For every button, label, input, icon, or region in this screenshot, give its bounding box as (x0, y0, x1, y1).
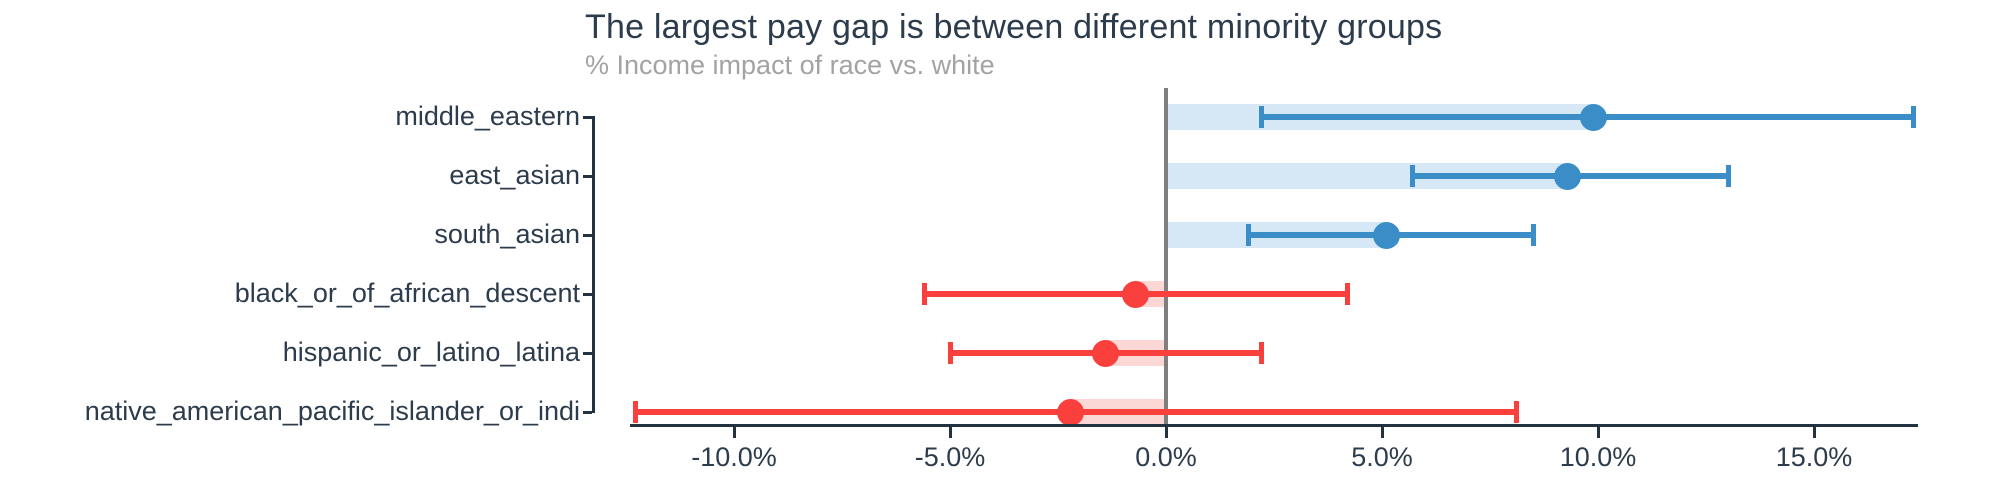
error-bar-cap-high (1259, 342, 1265, 364)
error-bar-cap-high (1725, 165, 1731, 187)
x-axis-tick (1813, 427, 1816, 438)
chart-title: The largest pay gap is between different… (585, 8, 1443, 46)
category-label: black_or_of_african_descent (234, 278, 580, 308)
x-axis-tick (733, 427, 736, 438)
error-bar-cap-low (922, 283, 928, 305)
error-bar-cap-low (948, 342, 953, 364)
error-bar-cap-low (632, 401, 638, 423)
x-tick-label: 10.0% (1559, 442, 1637, 472)
y-axis-tick (583, 116, 592, 119)
error-bar-cap-high (1513, 401, 1519, 423)
zero-reference-line (1164, 88, 1168, 425)
x-tick-label: -5.0% (914, 442, 986, 472)
x-axis-tick (1165, 427, 1168, 438)
x-tick-label: 0.0% (1135, 442, 1197, 472)
error-bar-cap-high (1531, 224, 1537, 246)
category-label: east_asian (449, 160, 580, 190)
x-tick-label: 15.0% (1775, 442, 1853, 472)
estimate-dot (1057, 398, 1085, 426)
chart-subtitle: % Income impact of race vs. white (585, 50, 995, 80)
y-axis-tick (583, 352, 592, 355)
y-axis-tick (583, 234, 592, 237)
x-axis-tick (1381, 427, 1384, 438)
y-axis-tick (583, 293, 592, 296)
y-axis-spine (592, 116, 595, 413)
estimate-dot (1092, 339, 1120, 367)
x-tick-label: 5.0% (1351, 442, 1413, 472)
x-axis-tick (949, 427, 952, 438)
category-label: south_asian (434, 219, 580, 249)
error-bar-cap-low (1410, 165, 1416, 187)
error-bar-cap-high (1345, 283, 1351, 305)
category-label: middle_eastern (395, 101, 580, 131)
y-axis-tick (583, 411, 592, 414)
estimate-dot (1580, 103, 1608, 131)
y-axis-tick (583, 175, 592, 178)
x-tick-label: -10.0% (691, 442, 777, 472)
estimate-dot (1372, 221, 1400, 249)
error-bar-cap-low (1246, 224, 1252, 246)
x-axis-line (630, 424, 1918, 427)
estimate-dot (1554, 162, 1582, 190)
category-label: hispanic_or_latino_latina (282, 337, 580, 367)
x-axis-tick (1597, 427, 1600, 438)
error-bar-cap-high (1911, 106, 1917, 128)
category-label: native_american_pacific_islander_or_indi (84, 396, 580, 426)
estimate-dot (1122, 280, 1150, 308)
error-bar-cap-low (1259, 106, 1265, 128)
